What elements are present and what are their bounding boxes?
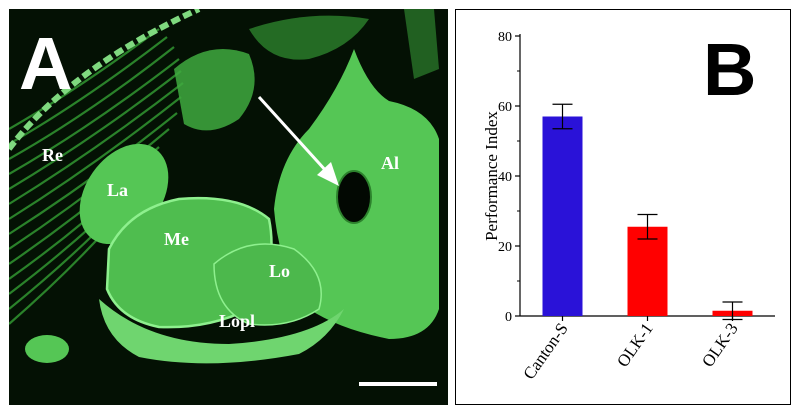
arrow-icon [257, 95, 339, 186]
cornea-edge [9, 9, 201, 151]
lobula-region [213, 243, 322, 326]
y-tick-label: 0 [505, 310, 512, 325]
label-lo: Lo [269, 261, 290, 281]
label-la: La [107, 180, 128, 200]
brain-section-image: A Re La Me Lo Lopl Al [9, 9, 448, 405]
lobula-plate-region [99, 299, 344, 364]
label-re: Re [42, 145, 63, 165]
y-axis-label: Performance Index [482, 111, 501, 241]
lesion-hole [336, 170, 372, 224]
y-tick-label: 60 [498, 100, 512, 115]
label-al: Al [381, 153, 399, 173]
scale-bar [359, 382, 437, 386]
y-tick-label: 40 [498, 170, 512, 185]
bar-canton-s [542, 116, 583, 316]
y-tick-label: 20 [498, 240, 512, 255]
panel-a-letter: A [19, 22, 72, 105]
bar-olk-1 [627, 226, 668, 316]
label-lopl: Lopl [219, 311, 255, 331]
panel-b-letter: B [703, 28, 756, 111]
y-tick-label: 80 [498, 30, 512, 45]
label-me: Me [164, 229, 189, 249]
